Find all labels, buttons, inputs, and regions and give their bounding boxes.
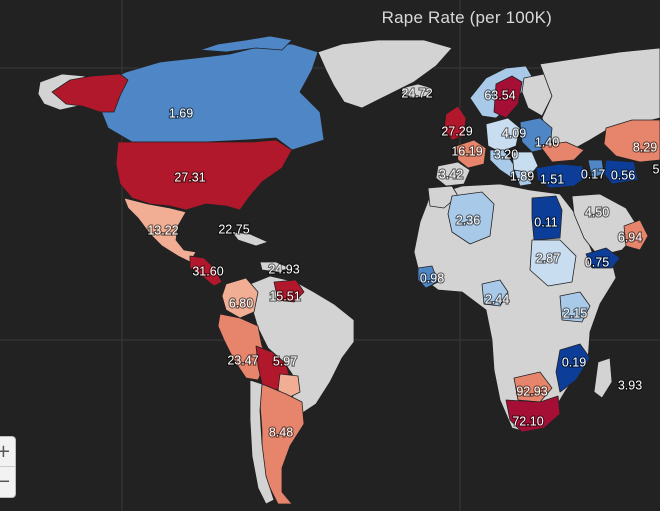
region-colombia[interactable] (221, 277, 259, 319)
value-label: 92.93 (516, 384, 547, 398)
value-labels: 1.69 27.31 13.22 22.75 31.60 24.93 15.51 6.80 23… (146, 85, 660, 440)
region-mozambique[interactable] (555, 343, 591, 393)
value-label: 3.20 (494, 147, 518, 161)
region-peru[interactable] (217, 313, 269, 381)
value-label: 15.51 (269, 289, 300, 303)
value-label: 0.11 (534, 215, 557, 229)
region-azerbaijan[interactable] (603, 159, 639, 185)
value-label: 1.69 (169, 106, 193, 120)
region-central-america[interactable] (189, 255, 223, 287)
value-label: 6.94 (618, 230, 642, 244)
region-greece[interactable] (513, 169, 533, 187)
value-label: 5.97 (273, 354, 297, 368)
value-label: 4.50 (585, 205, 609, 219)
region-south-africa[interactable] (505, 395, 561, 433)
region-bahamas[interactable] (231, 231, 269, 247)
value-label: 27.29 (441, 124, 472, 138)
region-chile[interactable] (249, 379, 275, 505)
region-oman[interactable] (623, 219, 649, 251)
zoom-divider (0, 466, 15, 467)
value-label: 24.72 (401, 86, 432, 100)
region-uk[interactable] (443, 105, 467, 141)
value-label: 4.09 (502, 126, 526, 140)
region-turkey[interactable] (535, 163, 589, 189)
region-paraguay[interactable] (277, 373, 301, 399)
region-canada[interactable] (99, 43, 325, 151)
value-label: 8.29 (633, 140, 657, 154)
region-kenya[interactable] (559, 291, 591, 323)
region-caribbean[interactable] (259, 261, 291, 273)
value-label: 72.10 (512, 414, 543, 428)
region-yemen[interactable] (585, 247, 621, 269)
value-label: 13.22 (147, 223, 178, 237)
value-label: 0.56 (611, 168, 635, 182)
region-mexico[interactable] (123, 197, 197, 263)
region-sweden[interactable] (493, 75, 523, 119)
value-label: 0.19 (562, 355, 586, 369)
region-greenland[interactable] (317, 39, 453, 109)
region-usa-alaska[interactable] (51, 73, 129, 113)
value-label: 23.47 (227, 353, 258, 367)
value-label: 2.15 (563, 306, 587, 320)
value-label: 1.51 (540, 172, 564, 186)
map-title: Rape Rate (per 100K) (381, 8, 552, 27)
zoom-control: + − (0, 436, 16, 498)
region-canada-north[interactable] (199, 35, 293, 53)
region-argentina[interactable] (259, 383, 305, 505)
region-iceland[interactable] (401, 83, 433, 99)
region-guyana[interactable] (273, 279, 305, 303)
value-label: 1.40 (535, 135, 559, 149)
value-label: 0.17 (581, 167, 605, 181)
zoom-out-button[interactable]: − (0, 471, 11, 492)
region-kazakhstan[interactable] (603, 119, 660, 163)
region-brazil[interactable] (249, 275, 355, 417)
region-sudan[interactable] (529, 239, 577, 287)
value-label: 3.93 (618, 378, 642, 392)
region-botswana[interactable] (513, 371, 553, 403)
value-label: 63.54 (484, 88, 515, 102)
region-saudi-arabia[interactable] (571, 193, 641, 257)
value-label: 16.19 (451, 144, 482, 158)
region-nigeria[interactable] (481, 279, 509, 307)
value-label: 2.87 (536, 251, 560, 265)
region-egypt[interactable] (531, 195, 563, 241)
value-label: 27.31 (174, 170, 205, 184)
value-label: 24.93 (268, 262, 299, 276)
value-label: 1.89 (510, 169, 534, 183)
value-label: 22.75 (218, 222, 249, 236)
value-label: 3.42 (439, 167, 463, 181)
region-algeria[interactable] (447, 191, 495, 245)
value-label: 31.60 (192, 264, 223, 278)
region-germany[interactable] (485, 117, 521, 153)
region-madagascar[interactable] (593, 357, 613, 399)
value-label: 0.98 (420, 271, 444, 285)
region-france[interactable] (455, 139, 487, 169)
value-label: 5 (653, 162, 660, 176)
value-label: 8.48 (269, 425, 293, 439)
zoom-in-button[interactable]: + (0, 441, 11, 462)
region-ukraine[interactable] (539, 141, 585, 163)
region-usa[interactable] (115, 139, 293, 211)
value-label: 6.80 (229, 296, 253, 310)
region-sierra-leone[interactable] (417, 265, 439, 289)
value-label: 2.44 (485, 292, 509, 306)
region-italy[interactable] (489, 149, 517, 179)
region-spain[interactable] (435, 161, 471, 187)
value-label: 0.75 (585, 255, 609, 269)
value-label: 2.36 (456, 213, 480, 227)
